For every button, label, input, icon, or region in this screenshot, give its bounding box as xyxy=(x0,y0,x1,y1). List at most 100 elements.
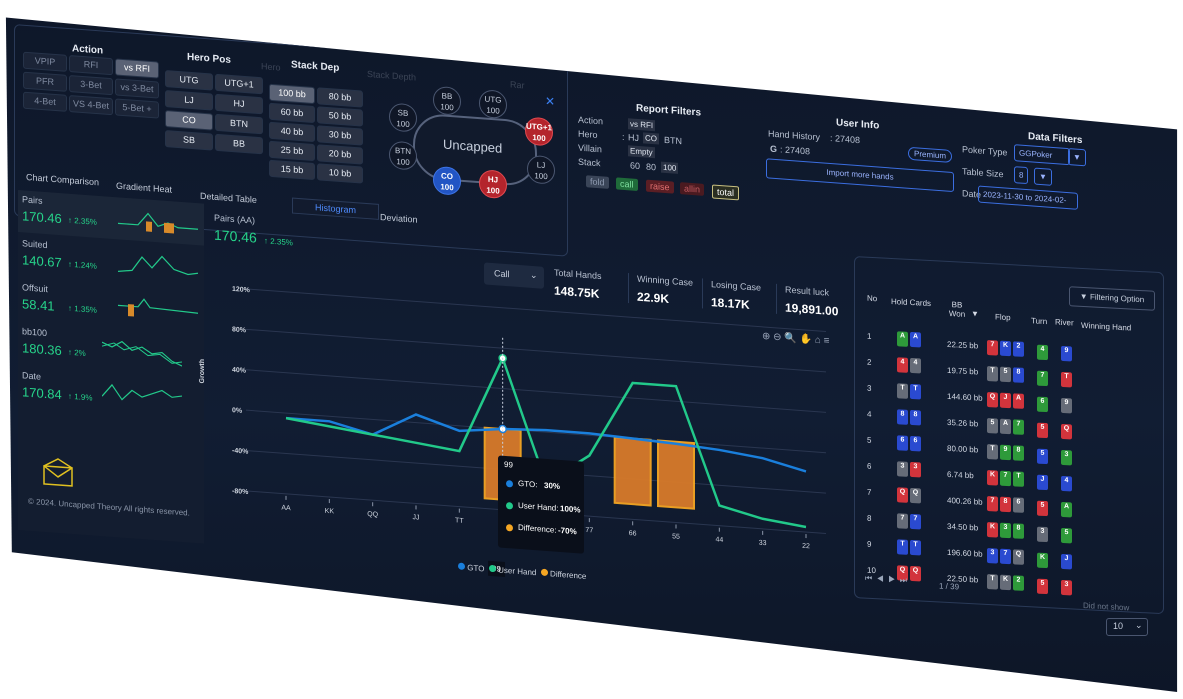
flop-card: 9 xyxy=(1000,444,1011,461)
action-dropdown[interactable]: Call ⌄ xyxy=(484,262,544,289)
seat-utg[interactable]: UTG 100 xyxy=(479,89,507,120)
rf-stack-label: Stack xyxy=(578,156,601,169)
action-vs-4bet-button[interactable]: VS 4-Bet xyxy=(69,95,113,116)
poker-type-select[interactable]: GGPoker xyxy=(1014,144,1070,166)
action-4bet-button[interactable]: 4-Bet xyxy=(23,91,67,112)
row-number: 6 xyxy=(867,461,872,471)
row-number: 1 xyxy=(867,331,872,341)
flop-card: T xyxy=(987,365,998,382)
hero-hj-button[interactable]: HJ xyxy=(215,93,263,115)
hold-card: Q xyxy=(897,487,908,503)
action-vpip-button[interactable]: VPIP xyxy=(23,51,67,72)
stack-100bb-button[interactable]: 100 bb xyxy=(269,83,315,105)
action-pfr-button[interactable]: PFR xyxy=(23,71,67,92)
x-tick-label: TT xyxy=(455,517,464,525)
rf-hero-value: CO xyxy=(643,132,659,145)
legend-gto[interactable]: GTO xyxy=(467,563,485,574)
rf-stack-value: 60 xyxy=(630,160,641,172)
hero-utg1-button[interactable]: UTG+1 xyxy=(215,73,263,95)
stack-20bb-button[interactable]: 20 bb xyxy=(317,144,363,165)
user-info: User Info Hand History : 27408 G : 27408… xyxy=(762,108,954,232)
sparkline-date xyxy=(102,383,182,401)
table-size-chevron-icon[interactable]: ▼ xyxy=(1034,167,1052,186)
stack-15bb-button[interactable]: 15 bb xyxy=(269,159,315,181)
rf-hero-value: HJ xyxy=(628,132,639,144)
action-vs-rfi-button[interactable]: vs RFI xyxy=(115,58,159,79)
poker-type-chevron-icon[interactable]: ▼ xyxy=(1068,148,1086,167)
action-3bet-button[interactable]: 3-Bet xyxy=(69,75,113,96)
sparkline-pairs xyxy=(118,212,198,234)
stack-30bb-button[interactable]: 30 bb xyxy=(317,125,363,146)
flop-card: Q xyxy=(1013,549,1024,565)
x-tick-label: 55 xyxy=(672,533,680,541)
mail-icon[interactable] xyxy=(42,456,74,488)
stack-10bb-button[interactable]: 10 bb xyxy=(317,163,363,184)
stack-50bb-button[interactable]: 50 bb xyxy=(317,106,363,127)
legend-raise: raise xyxy=(646,179,674,194)
bb-won-value: 144.60 bb xyxy=(947,391,983,403)
flop-card: A xyxy=(1000,418,1011,435)
chevron-down-icon: ⌄ xyxy=(530,269,538,281)
x-tick-label: QQ xyxy=(367,511,378,519)
action-rfi-button[interactable]: RFI xyxy=(69,55,113,76)
header-winning-hand[interactable]: Winning Hand xyxy=(1081,320,1132,333)
page-info: 1 / 39 xyxy=(939,581,960,592)
action-vs-3bet-button[interactable]: vs 3-Bet xyxy=(115,78,159,99)
expand-icon[interactable]: ✕ xyxy=(545,93,556,109)
river-card: 9 xyxy=(1061,397,1072,414)
hero-utg-button[interactable]: UTG xyxy=(165,70,213,91)
tooltip-user-value: 100% xyxy=(560,503,581,515)
tooltip-user-dot xyxy=(506,502,513,510)
gridline xyxy=(246,409,826,454)
hold-card: T xyxy=(910,383,921,400)
tooltip-gto-dot xyxy=(506,480,513,488)
hand-history-label: Hand History xyxy=(768,128,821,143)
stack-60bb-button[interactable]: 60 bb xyxy=(269,102,315,124)
row-number: 8 xyxy=(867,513,872,523)
metric-item-pairs[interactable]: Pairs 170.46 ↑ 2.35% xyxy=(18,190,204,246)
bb-won-value: 34.50 bb xyxy=(947,521,979,533)
header-bb-won[interactable]: BB Won xyxy=(948,300,966,319)
hero-btn-button[interactable]: BTN xyxy=(215,113,263,135)
seat-bb[interactable]: BB 100 xyxy=(433,85,461,116)
import-more-hands-button[interactable]: Import more hands xyxy=(766,158,954,193)
hero-sb-button[interactable]: SB xyxy=(165,130,213,151)
stack-80bb-button[interactable]: 80 bb xyxy=(317,87,363,108)
sort-caret-icon[interactable]: ▼ xyxy=(971,309,979,319)
page-size-chevron-icon: ⌄ xyxy=(1135,620,1143,630)
report-filters: Report Filters Action vs RFI Hero : HJ C… xyxy=(570,94,750,227)
filtering-option-button[interactable]: ▼ Filtering Option xyxy=(1069,286,1155,311)
stack-40bb-button[interactable]: 40 bb xyxy=(269,121,315,143)
flop-card: T xyxy=(987,443,998,460)
bb-won-value: 400.26 bb xyxy=(947,495,983,507)
chart-tooltip: 99 GTO: 30% User Hand: 100% Difference: … xyxy=(498,455,584,554)
table-size-select[interactable]: 8 xyxy=(1014,166,1029,185)
metric-item-date[interactable]: Date 170.84 ↑ 1.9% xyxy=(18,366,204,422)
seat-sb[interactable]: SB 100 xyxy=(389,102,417,133)
hero-co-button[interactable]: CO xyxy=(165,110,213,131)
stack-25bb-button[interactable]: 25 bb xyxy=(269,140,315,162)
metric-sidebar: Pairs 170.46 ↑ 2.35% Suited 140.67 ↑ 1.2… xyxy=(18,190,204,544)
hero-bb-button[interactable]: BB xyxy=(215,133,263,155)
hero-lj-button[interactable]: LJ xyxy=(165,90,213,111)
metric-delta: ↑ 1.9% xyxy=(68,391,93,403)
stat-losing-case: Losing Case 18.17K xyxy=(702,278,762,313)
gridline xyxy=(246,328,826,373)
metric-item-suited[interactable]: Suited 140.67 ↑ 1.24% xyxy=(18,234,204,290)
flop-card: 8 xyxy=(1013,367,1024,383)
seat-lj[interactable]: LJ 100 xyxy=(527,154,555,185)
date-range-input[interactable]: 2023-11-30 to 2024-02- xyxy=(978,185,1078,210)
table-size-label: Table Size xyxy=(962,166,1004,180)
user-info-title: User Info xyxy=(836,117,880,132)
tab-detailed-table[interactable]: Detailed Table xyxy=(200,190,257,205)
metric-item-bb100[interactable]: bb100 180.36 ↑ 2% xyxy=(18,322,204,378)
tab-gradient-heat[interactable]: Gradient Heat xyxy=(116,180,173,195)
pager-icons[interactable]: ⏮ ◀ ▶ ⏭ xyxy=(865,573,908,585)
flop-card: 7 xyxy=(987,495,998,512)
hold-card: 3 xyxy=(897,461,908,477)
stat-result-luck: Result luck 19,891.00 xyxy=(776,283,839,319)
page-size-select[interactable]: 10 ⌄ xyxy=(1106,618,1148,636)
metric-value: 58.41 xyxy=(22,296,55,314)
metric-item-offsuit[interactable]: Offsuit 58.41 ↑ 1.35% xyxy=(18,278,204,334)
action-5bet-button[interactable]: 5-Bet + xyxy=(115,98,159,119)
